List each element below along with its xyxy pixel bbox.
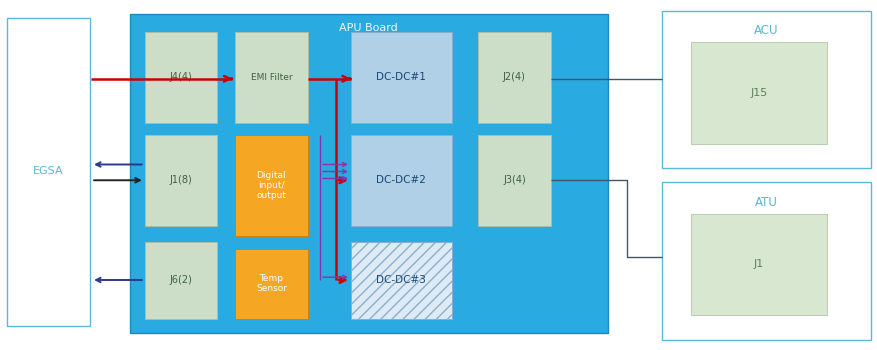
Bar bbox=[145, 135, 217, 226]
Bar bbox=[235, 32, 308, 122]
Bar bbox=[235, 248, 308, 318]
Bar bbox=[691, 42, 827, 144]
Text: J15: J15 bbox=[751, 88, 767, 98]
Bar bbox=[145, 241, 217, 318]
Text: DC-DC#2: DC-DC#2 bbox=[376, 175, 426, 185]
Bar bbox=[662, 10, 871, 168]
Bar bbox=[351, 241, 452, 318]
Bar bbox=[478, 32, 551, 122]
Text: DC-DC#1: DC-DC#1 bbox=[376, 72, 426, 82]
Text: Temp
Sensor: Temp Sensor bbox=[256, 274, 287, 293]
Bar bbox=[130, 14, 608, 332]
Bar bbox=[691, 214, 827, 315]
Bar bbox=[351, 32, 452, 122]
Text: J2(4): J2(4) bbox=[503, 72, 526, 82]
Bar bbox=[662, 182, 871, 340]
Text: J6(2): J6(2) bbox=[169, 275, 193, 285]
Text: J4(4): J4(4) bbox=[170, 72, 192, 82]
Text: ATU: ATU bbox=[755, 196, 778, 209]
Bar bbox=[145, 32, 217, 122]
Text: EGSA: EGSA bbox=[33, 167, 64, 176]
Bar bbox=[351, 135, 452, 226]
Text: DC-DC#3: DC-DC#3 bbox=[376, 275, 426, 285]
Text: J1: J1 bbox=[754, 259, 764, 269]
Text: EMI Filter: EMI Filter bbox=[251, 72, 292, 82]
Text: ACU: ACU bbox=[754, 25, 779, 37]
Bar bbox=[235, 135, 308, 236]
Text: APU Board: APU Board bbox=[339, 23, 398, 33]
Bar bbox=[7, 18, 90, 326]
Text: J3(4): J3(4) bbox=[503, 175, 525, 185]
Text: J1(8): J1(8) bbox=[170, 175, 192, 185]
Bar bbox=[478, 135, 551, 226]
Text: Digital
input/
output: Digital input/ output bbox=[256, 170, 287, 201]
